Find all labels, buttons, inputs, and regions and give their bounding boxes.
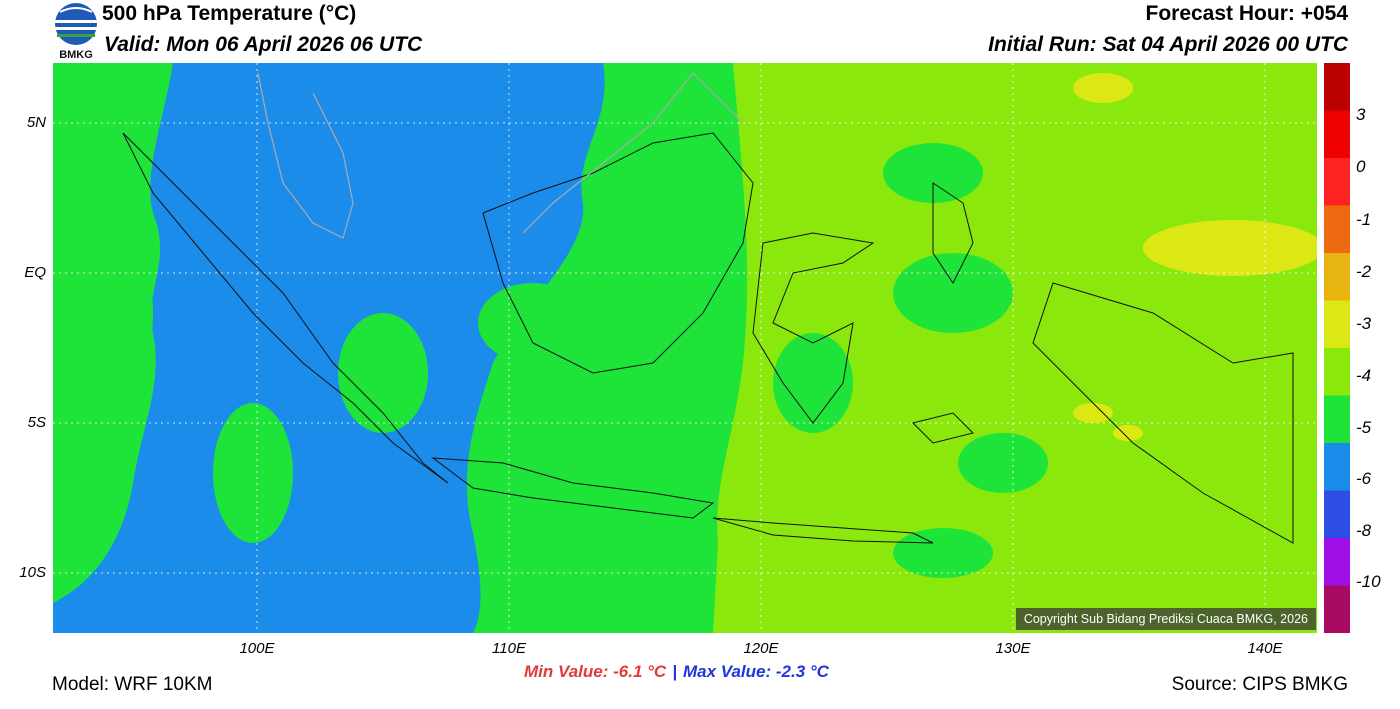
map-patch-green-7 — [958, 433, 1048, 493]
coast-sumatra — [122, 132, 449, 484]
logo-band-1 — [55, 20, 97, 23]
map-title: 500 hPa Temperature (°C) — [102, 2, 357, 25]
map-borders — [257, 72, 744, 239]
colorbar-segment — [1324, 395, 1350, 444]
coast-borneo — [482, 132, 754, 374]
border-borneo-north — [522, 72, 744, 234]
map-patch-green-9 — [773, 333, 853, 433]
map-patch-yellow-2 — [1073, 73, 1133, 103]
coast-java — [431, 457, 715, 519]
colorbar-label-neg2: -2 — [1356, 262, 1372, 281]
colorbar-segment — [1324, 158, 1350, 206]
colorbar — [1324, 63, 1350, 634]
lon-label-110e: 110E — [492, 640, 526, 657]
colorbar-segment — [1324, 205, 1350, 254]
valid-time: Valid: Mon 06 April 2026 06 UTC — [104, 33, 423, 56]
colorbar-segment — [1324, 63, 1350, 111]
map-patch-green-1 — [213, 403, 293, 543]
lat-label-eq: EQ — [24, 264, 46, 281]
lon-label-130e: 130E — [995, 640, 1031, 657]
colorbar-label-neg3: -3 — [1356, 314, 1372, 333]
colorbar-label-3: 3 — [1356, 105, 1366, 124]
colorbar-segment — [1324, 348, 1350, 396]
bmkg-logo: BMKG — [52, 2, 100, 61]
logo-text: BMKG — [59, 49, 93, 60]
colorbar-label-0: 0 — [1356, 157, 1366, 176]
colorbar-segment — [1324, 538, 1350, 586]
min-max-separator: | — [672, 662, 677, 681]
map-patch-green-5 — [883, 143, 983, 203]
coast-lesser-sunda — [712, 517, 934, 544]
model-label: Model: WRF 10KM — [52, 674, 213, 695]
logo-band-3 — [57, 34, 95, 37]
logo-arc — [59, 7, 93, 13]
colorbar-segment — [1324, 300, 1350, 349]
coast-papua — [1032, 282, 1294, 544]
colorbar-label-neg5: -5 — [1356, 418, 1372, 437]
logo-band-2 — [55, 27, 97, 30]
lat-label-5n: 5N — [26, 114, 46, 131]
map-region-blue — [53, 63, 605, 633]
coast-halmahera — [932, 182, 974, 284]
map-patch-blue-north — [413, 53, 533, 113]
lat-label-5s: 5S — [27, 414, 46, 431]
map-patch-yellow-3 — [1073, 403, 1113, 423]
colorbar-segment — [1324, 585, 1350, 634]
initial-run: Initial Run: Sat 04 April 2026 00 UTC — [988, 33, 1348, 56]
colorbar-segment — [1324, 253, 1350, 301]
map-patch-green-6 — [893, 253, 1013, 333]
colorbar-segment — [1324, 490, 1350, 539]
map-patch-yellow-1 — [1143, 220, 1323, 276]
copyright-notice: Copyright Sub Bidang Prediksi Cuaca BMKG… — [1015, 608, 1316, 630]
lat-label-10s: 10S — [19, 564, 46, 581]
map-patch-yellow-4 — [1113, 425, 1143, 441]
border-malay-peninsula — [257, 72, 354, 239]
coast-sulawesi — [752, 232, 875, 424]
map-patch-green-3 — [478, 283, 588, 363]
colorbar-label-neg8: -8 — [1356, 521, 1372, 540]
logo-globe — [55, 3, 97, 45]
lon-label-140e: 140E — [1247, 640, 1283, 657]
forecast-hour: Forecast Hour: +054 — [1145, 2, 1349, 25]
map-coastlines — [122, 132, 1294, 544]
map-patch-green-8 — [893, 528, 993, 578]
lon-label-100e: 100E — [239, 640, 275, 657]
min-value: Min Value: -6.1 °C — [524, 662, 667, 681]
temperature-map — [53, 53, 1323, 633]
map-patch-green-4 — [73, 223, 153, 403]
colorbar-segment — [1324, 110, 1350, 159]
coast-buru — [912, 412, 974, 444]
colorbar-segment — [1324, 443, 1350, 491]
colorbar-label-neg6: -6 — [1356, 469, 1372, 488]
map-patch-green-2 — [338, 313, 428, 433]
colorbar-label-neg10: -10 — [1356, 572, 1381, 591]
lon-label-120e: 120E — [743, 640, 779, 657]
source-label: Source: CIPS BMKG — [1171, 674, 1348, 695]
min-max-values: Min Value: -6.1 °C | Max Value: -2.3 °C — [524, 662, 829, 682]
colorbar-label-neg4: -4 — [1356, 366, 1372, 385]
colorbar-label-neg1: -1 — [1356, 210, 1372, 229]
max-value: Max Value: -2.3 °C — [682, 662, 829, 681]
